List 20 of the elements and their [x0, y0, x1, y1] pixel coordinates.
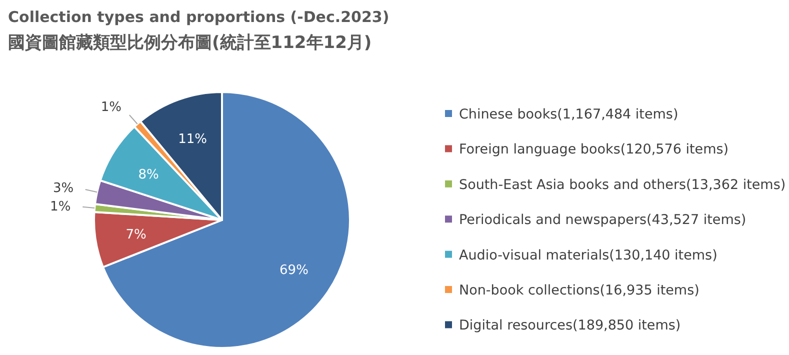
legend-label: South-East Asia books and others(13,362 items): [459, 176, 786, 193]
data-label: 8%: [138, 167, 159, 182]
legend-label: Non-book collections(16,935 items): [459, 282, 700, 298]
legend-label: Chinese books(1,167,484 items): [459, 106, 678, 122]
data-label: 69%: [280, 262, 308, 278]
data-label: 1%: [100, 100, 122, 115]
legend-label: Digital resources(189,850 items): [459, 318, 681, 334]
pie-slice: [139, 91, 223, 221]
legend-label: Periodicals and newspapers(43,527 items): [459, 212, 746, 228]
chart-title: Collection types and proportions (-Dec.2023): [8, 8, 390, 26]
legend-label: Foreign language books(120,576 items): [459, 142, 729, 158]
pie-slice: [99, 126, 223, 221]
pie-slice: [93, 210, 223, 268]
data-label: 11%: [178, 132, 207, 148]
data-label: 3%: [53, 180, 74, 196]
data-label: 1%: [50, 200, 71, 215]
pie-slice: [102, 91, 351, 349]
legend-label: Audio-visual materials(130,140 items): [459, 247, 718, 264]
chart-subtitle: 國資圖館藏類型比例分布圖(統計至112年12月): [8, 33, 372, 53]
data-label: 7%: [126, 228, 146, 243]
